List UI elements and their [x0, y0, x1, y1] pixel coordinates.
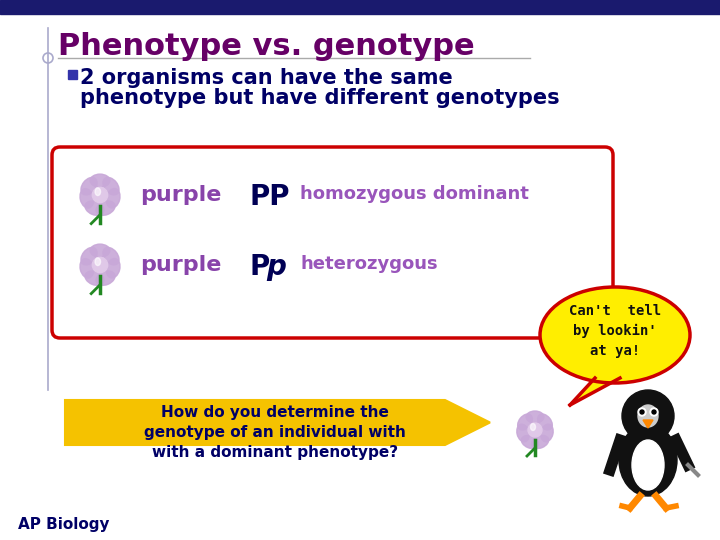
Ellipse shape — [107, 188, 120, 208]
Polygon shape — [643, 420, 653, 428]
Ellipse shape — [638, 405, 658, 427]
Ellipse shape — [90, 244, 110, 257]
Text: phenotype but have different genotypes: phenotype but have different genotypes — [80, 88, 559, 108]
Ellipse shape — [81, 178, 97, 195]
Ellipse shape — [518, 414, 532, 430]
Ellipse shape — [526, 411, 544, 423]
Text: homozygous dominant: homozygous dominant — [300, 185, 529, 203]
Ellipse shape — [95, 188, 101, 195]
Circle shape — [528, 423, 542, 437]
Ellipse shape — [541, 424, 553, 442]
Ellipse shape — [531, 435, 549, 449]
Text: p: p — [266, 253, 286, 281]
Circle shape — [640, 410, 644, 414]
Ellipse shape — [90, 174, 110, 187]
Ellipse shape — [619, 424, 677, 496]
Text: Can't  tell
by lookin'
at ya!: Can't tell by lookin' at ya! — [569, 305, 661, 357]
Ellipse shape — [80, 188, 94, 208]
Ellipse shape — [81, 247, 97, 265]
Text: purple: purple — [140, 255, 221, 275]
Bar — [68, 70, 77, 79]
Ellipse shape — [80, 259, 94, 278]
Text: How do you determine the
genotype of an individual with
with a dominant phenotyp: How do you determine the genotype of an … — [144, 405, 406, 460]
Polygon shape — [570, 378, 620, 405]
Ellipse shape — [85, 201, 104, 215]
Circle shape — [652, 410, 656, 414]
Circle shape — [638, 408, 646, 416]
Text: P: P — [250, 253, 270, 281]
Text: purple: purple — [140, 185, 221, 205]
Circle shape — [650, 408, 658, 416]
Ellipse shape — [103, 178, 119, 195]
Text: AP Biology: AP Biology — [18, 517, 109, 532]
Text: 2 organisms can have the same: 2 organisms can have the same — [80, 68, 453, 88]
Ellipse shape — [85, 271, 104, 285]
Ellipse shape — [95, 258, 101, 266]
Ellipse shape — [96, 271, 115, 285]
Ellipse shape — [517, 424, 529, 442]
Ellipse shape — [540, 287, 690, 383]
Text: PP: PP — [250, 183, 290, 211]
Circle shape — [622, 390, 674, 442]
Ellipse shape — [521, 435, 539, 449]
Circle shape — [92, 257, 108, 273]
Ellipse shape — [103, 247, 119, 265]
Ellipse shape — [96, 201, 115, 215]
Ellipse shape — [538, 414, 552, 430]
Text: Phenotype vs. genotype: Phenotype vs. genotype — [58, 32, 474, 61]
Ellipse shape — [632, 440, 664, 490]
Ellipse shape — [531, 423, 536, 430]
Ellipse shape — [107, 259, 120, 278]
Bar — [0, 0, 720, 14]
Circle shape — [92, 187, 108, 202]
FancyBboxPatch shape — [52, 147, 613, 338]
Polygon shape — [65, 400, 490, 445]
Text: heterozygous: heterozygous — [300, 255, 438, 273]
